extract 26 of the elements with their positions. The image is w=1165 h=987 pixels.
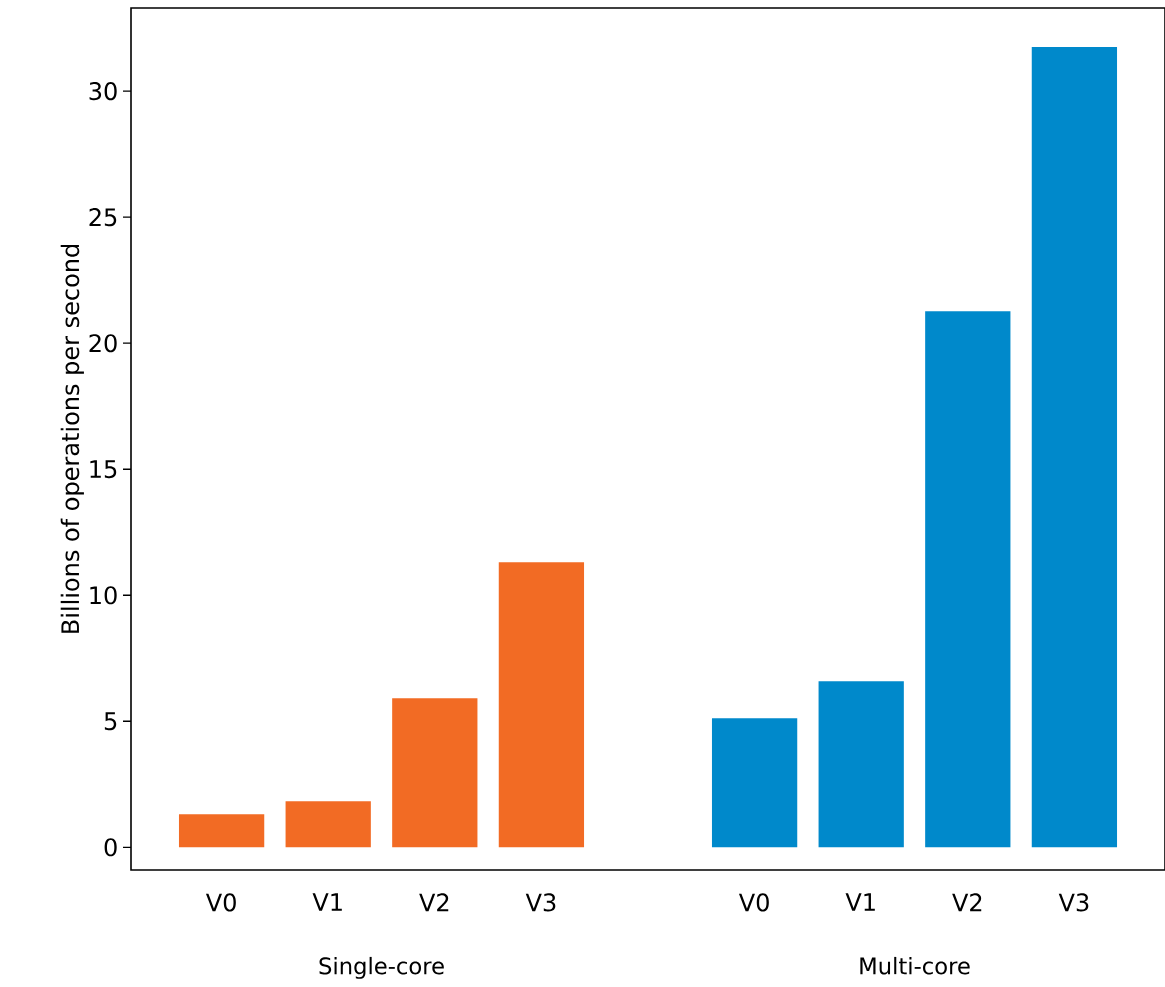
bar [285, 801, 371, 848]
x-tick-label: V2 [952, 893, 982, 912]
x-tick-label: V3 [1058, 893, 1089, 912]
bar [178, 814, 265, 848]
y-tick-label: 20 [89, 334, 117, 353]
x-tick-label: V1 [845, 893, 875, 911]
bar [818, 681, 904, 848]
y-tick-label: 15 [90, 460, 117, 479]
bar [1031, 47, 1118, 848]
y-axis-title: Billions of operations per second [60, 244, 84, 633]
x-tick-label: V3 [525, 893, 556, 912]
x-tick-label: V1 [312, 893, 342, 911]
text: Multi-core [860, 956, 970, 975]
x-tick-label: V0 [205, 893, 236, 912]
x-tick-label: V2 [419, 893, 449, 912]
bar [711, 718, 798, 848]
bar [925, 311, 1011, 848]
y-tick-label: 30 [89, 82, 117, 101]
y-tick-label: 0 [104, 838, 117, 857]
bar [392, 698, 478, 848]
bar [498, 562, 585, 848]
y-tick-label: 25 [89, 208, 117, 227]
y-tick-label: 10 [90, 586, 117, 605]
x-tick-label: V0 [738, 893, 769, 912]
text: Single-core [319, 956, 444, 979]
y-tick-label: 5 [104, 712, 117, 731]
